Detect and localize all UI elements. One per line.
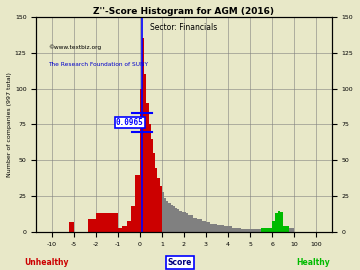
Bar [217, 225, 224, 232]
Bar [184, 212, 186, 232]
Bar [155, 167, 157, 232]
Bar [261, 228, 272, 232]
Title: Z''-Score Histogram for AGM (2016): Z''-Score Histogram for AGM (2016) [93, 7, 274, 16]
Bar [206, 222, 210, 232]
Bar [275, 214, 278, 232]
Bar [118, 228, 122, 232]
Bar [122, 226, 127, 232]
Text: 0.0965: 0.0965 [116, 118, 144, 127]
Bar [151, 139, 153, 232]
Bar [147, 103, 149, 232]
Bar [182, 212, 184, 232]
Bar [140, 89, 142, 232]
Bar [107, 225, 118, 232]
Text: Unhealthy: Unhealthy [24, 258, 69, 267]
Bar [127, 221, 131, 232]
Bar [144, 74, 147, 232]
Bar [168, 203, 171, 232]
Bar [278, 211, 280, 232]
Bar [88, 219, 96, 232]
Bar [250, 229, 261, 232]
Y-axis label: Number of companies (997 total): Number of companies (997 total) [7, 72, 12, 177]
Bar [272, 221, 275, 232]
Bar [233, 228, 241, 232]
Text: Sector: Financials: Sector: Financials [150, 23, 217, 32]
Bar [210, 224, 217, 232]
Bar [96, 214, 118, 232]
Bar [241, 229, 250, 232]
Text: ©www.textbiz.org: ©www.textbiz.org [48, 45, 101, 50]
Bar [135, 175, 140, 232]
Bar [202, 221, 206, 232]
Bar [162, 192, 164, 232]
Bar [173, 206, 175, 232]
Bar [289, 228, 294, 232]
Bar [188, 215, 193, 232]
Bar [149, 124, 151, 232]
Bar [280, 212, 283, 232]
Text: Healthy: Healthy [296, 258, 330, 267]
Bar [153, 153, 155, 232]
Bar [224, 226, 233, 232]
Bar [171, 205, 173, 232]
Bar [180, 211, 182, 232]
Bar [164, 198, 166, 232]
Bar [177, 209, 180, 232]
Bar [142, 38, 144, 232]
Text: The Research Foundation of SUNY: The Research Foundation of SUNY [48, 62, 148, 67]
Bar [197, 219, 202, 232]
Text: Score: Score [168, 258, 192, 267]
Bar [166, 201, 168, 232]
Bar [186, 214, 188, 232]
Bar [175, 208, 177, 232]
Bar [283, 226, 289, 232]
Bar [193, 218, 197, 232]
Bar [157, 178, 159, 232]
Bar [131, 206, 135, 232]
Bar [159, 186, 162, 232]
Bar [69, 222, 74, 232]
